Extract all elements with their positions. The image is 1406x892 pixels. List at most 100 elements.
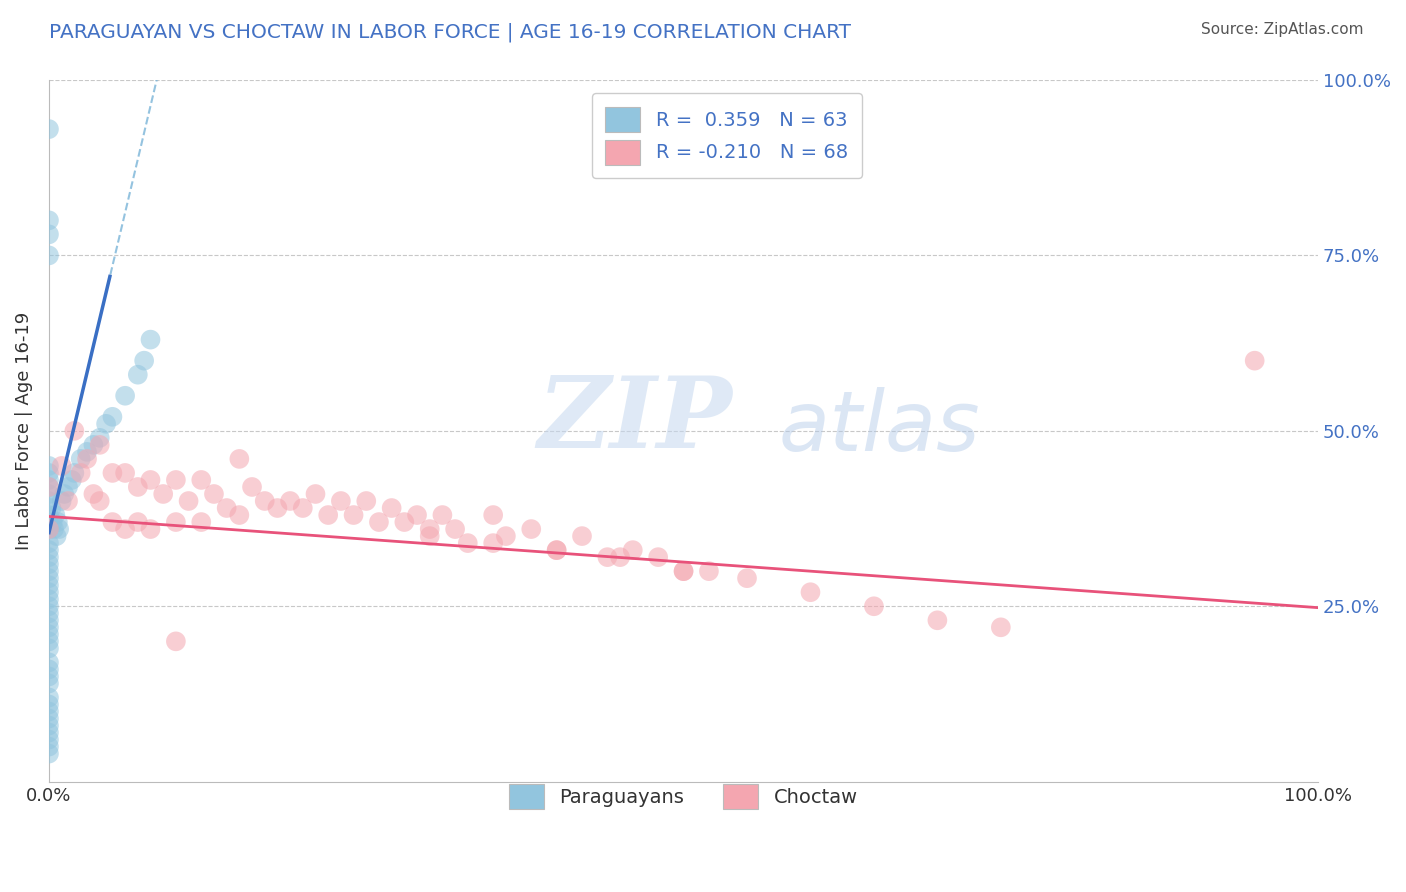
Point	[38, 248, 60, 262]
Point	[101, 515, 124, 529]
Point	[38, 627, 60, 641]
Point	[127, 368, 149, 382]
Point	[419, 529, 441, 543]
Point	[38, 585, 60, 599]
Point	[38, 747, 60, 761]
Point	[89, 494, 111, 508]
Point	[228, 451, 250, 466]
Point	[38, 613, 60, 627]
Point	[304, 487, 326, 501]
Point	[444, 522, 467, 536]
Point	[69, 451, 91, 466]
Point	[571, 529, 593, 543]
Point	[38, 634, 60, 648]
Point	[394, 515, 416, 529]
Point	[215, 501, 238, 516]
Point	[927, 613, 949, 627]
Point	[38, 718, 60, 732]
Point	[46, 515, 69, 529]
Point	[495, 529, 517, 543]
Point	[457, 536, 479, 550]
Point	[38, 480, 60, 494]
Text: Source: ZipAtlas.com: Source: ZipAtlas.com	[1201, 22, 1364, 37]
Point	[51, 494, 73, 508]
Point	[139, 333, 162, 347]
Legend: Paraguayans, Choctaw: Paraguayans, Choctaw	[494, 769, 873, 824]
Point	[266, 501, 288, 516]
Point	[38, 458, 60, 473]
Point	[76, 445, 98, 459]
Point	[38, 213, 60, 227]
Point	[38, 564, 60, 578]
Point	[291, 501, 314, 516]
Point	[546, 543, 568, 558]
Point	[152, 487, 174, 501]
Point	[432, 508, 454, 522]
Point	[114, 466, 136, 480]
Point	[38, 725, 60, 739]
Point	[89, 438, 111, 452]
Point	[114, 522, 136, 536]
Point	[735, 571, 758, 585]
Point	[94, 417, 117, 431]
Point	[56, 480, 79, 494]
Point	[38, 508, 60, 522]
Point	[799, 585, 821, 599]
Point	[990, 620, 1012, 634]
Point	[253, 494, 276, 508]
Point	[63, 424, 86, 438]
Point	[38, 466, 60, 480]
Point	[38, 690, 60, 705]
Point	[41, 501, 63, 516]
Point	[48, 522, 70, 536]
Point	[42, 522, 65, 536]
Point	[38, 712, 60, 726]
Point	[38, 641, 60, 656]
Point	[38, 227, 60, 242]
Point	[127, 515, 149, 529]
Point	[38, 480, 60, 494]
Point	[69, 466, 91, 480]
Point	[114, 389, 136, 403]
Point	[38, 607, 60, 621]
Point	[697, 564, 720, 578]
Point	[38, 698, 60, 712]
Point	[53, 487, 76, 501]
Point	[381, 501, 404, 516]
Point	[38, 599, 60, 614]
Point	[202, 487, 225, 501]
Point	[546, 543, 568, 558]
Point	[190, 515, 212, 529]
Point	[38, 543, 60, 558]
Point	[38, 732, 60, 747]
Point	[38, 522, 60, 536]
Point	[863, 599, 886, 614]
Point	[56, 494, 79, 508]
Point	[44, 508, 66, 522]
Point	[672, 564, 695, 578]
Point	[82, 487, 104, 501]
Point	[38, 522, 60, 536]
Point	[278, 494, 301, 508]
Text: ZIP: ZIP	[537, 372, 733, 468]
Point	[38, 656, 60, 670]
Point	[82, 438, 104, 452]
Point	[139, 522, 162, 536]
Point	[596, 550, 619, 565]
Y-axis label: In Labor Force | Age 16-19: In Labor Force | Age 16-19	[15, 311, 32, 550]
Point	[38, 473, 60, 487]
Point	[38, 536, 60, 550]
Point	[38, 487, 60, 501]
Text: atlas: atlas	[779, 387, 980, 467]
Point	[240, 480, 263, 494]
Point	[89, 431, 111, 445]
Point	[228, 508, 250, 522]
Point	[38, 122, 60, 136]
Point	[38, 705, 60, 719]
Point	[621, 543, 644, 558]
Point	[101, 409, 124, 424]
Point	[139, 473, 162, 487]
Point	[406, 508, 429, 522]
Point	[609, 550, 631, 565]
Point	[38, 550, 60, 565]
